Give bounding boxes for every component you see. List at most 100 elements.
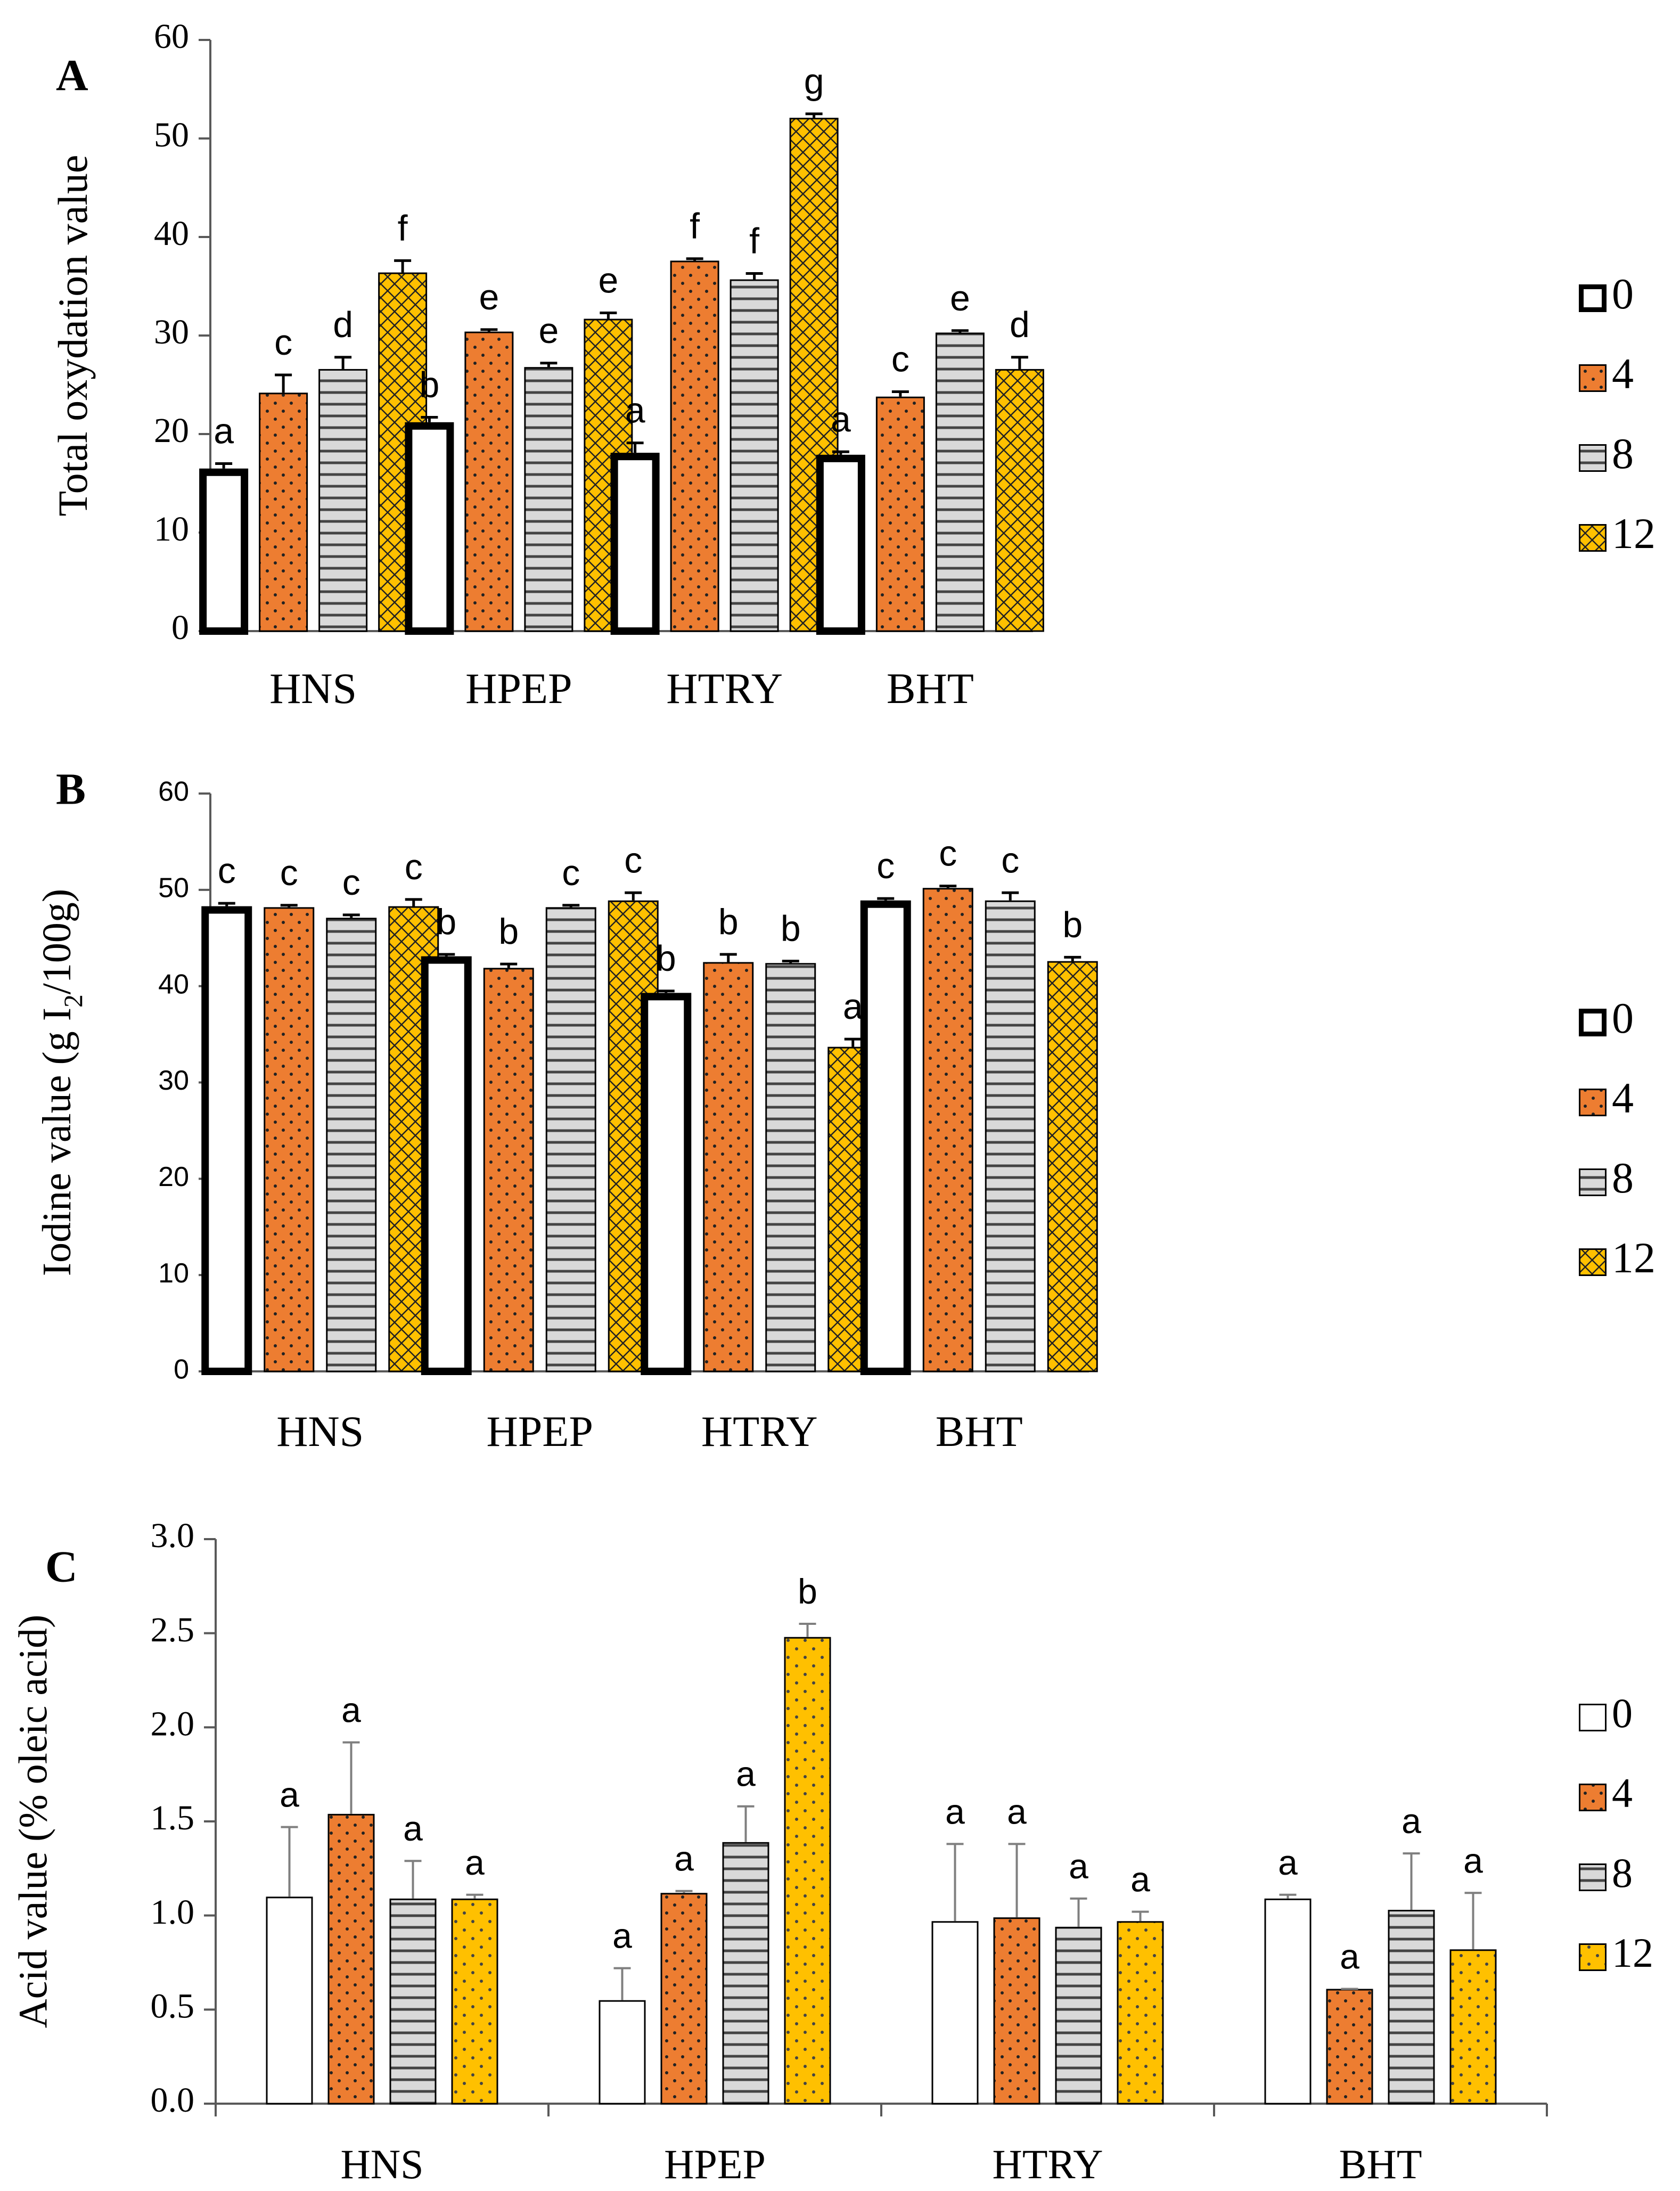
bar-htry-0 bbox=[931, 1921, 979, 2105]
significance-letter: a bbox=[736, 1754, 756, 1794]
y-tick-label: 20 bbox=[158, 1162, 189, 1192]
bar-hpep-8 bbox=[545, 907, 596, 1372]
bar-bht-12 bbox=[1047, 961, 1098, 1372]
bar-hns-8 bbox=[318, 369, 368, 632]
significance-letter: a bbox=[831, 399, 851, 439]
significance-letter: c bbox=[939, 833, 957, 874]
significance-letter: a bbox=[674, 1839, 694, 1878]
significance-letter: a bbox=[1007, 1792, 1027, 1831]
category-label-bht: BHT bbox=[936, 1407, 1023, 1456]
legend-label-4: 4 bbox=[1612, 1770, 1633, 1816]
bar-hns-0 bbox=[201, 906, 252, 1375]
legend-swatch-0 bbox=[1579, 284, 1607, 312]
bar-hpep-0 bbox=[599, 2000, 646, 2105]
bar-htry-4 bbox=[993, 1917, 1040, 2105]
legend-swatch-0 bbox=[1579, 1704, 1607, 1731]
bar-hns-12 bbox=[451, 1898, 498, 2105]
bar-hpep-4 bbox=[660, 1893, 708, 2105]
significance-letter: e bbox=[538, 310, 559, 351]
legend-swatch-12 bbox=[1579, 1943, 1607, 1971]
category-label-hns: HNS bbox=[276, 1407, 364, 1456]
y-tick-label: 2.5 bbox=[151, 1610, 195, 1649]
legend-swatch-0 bbox=[1579, 1009, 1607, 1036]
bar-hns-8 bbox=[326, 918, 377, 1372]
legend-label-12: 12 bbox=[1612, 1930, 1653, 1976]
significance-letter: a bbox=[1340, 1936, 1359, 1976]
legend-label-12: 12 bbox=[1612, 509, 1656, 558]
category-label-hns: HNS bbox=[340, 2141, 423, 2187]
significance-letter: a bbox=[403, 1809, 423, 1848]
y-tick-label: 1.0 bbox=[151, 1893, 195, 1932]
significance-letter: d bbox=[333, 305, 353, 345]
y-tick-label: 10 bbox=[154, 510, 189, 549]
y-tick-label: 0.5 bbox=[151, 1986, 195, 2025]
bar-hns-0 bbox=[266, 1896, 313, 2105]
significance-letter: a bbox=[843, 986, 863, 1027]
significance-letter: g bbox=[804, 61, 824, 102]
significance-letter: a bbox=[1130, 1860, 1150, 1899]
bar-bht-12 bbox=[995, 369, 1044, 632]
legend-swatch-4 bbox=[1579, 1089, 1607, 1116]
panel-label: A bbox=[56, 51, 88, 100]
significance-letter: a bbox=[612, 1916, 632, 1956]
bar-htry-4 bbox=[670, 260, 719, 632]
legend-swatch-12 bbox=[1579, 1248, 1607, 1276]
y-tick-label: 0 bbox=[171, 608, 189, 647]
y-tick-label: 30 bbox=[154, 313, 189, 351]
bar-bht-0 bbox=[1264, 1898, 1312, 2105]
y-tick-label: 0.0 bbox=[151, 2081, 195, 2120]
significance-letter: c bbox=[562, 853, 580, 893]
legend-label-4: 4 bbox=[1612, 349, 1634, 398]
category-label-hns: HNS bbox=[269, 664, 357, 713]
category-label-bht: BHT bbox=[887, 664, 974, 713]
significance-letter: b bbox=[656, 938, 676, 979]
legend-label-4: 4 bbox=[1612, 1074, 1634, 1122]
significance-letter: a bbox=[280, 1775, 299, 1814]
y-tick-label: 40 bbox=[154, 214, 189, 253]
y-tick-label: 0 bbox=[174, 1354, 189, 1385]
significance-letter: a bbox=[1278, 1843, 1298, 1882]
legend-label-12: 12 bbox=[1612, 1233, 1656, 1282]
significance-letter: a bbox=[465, 1843, 485, 1882]
significance-letter: b bbox=[718, 902, 739, 942]
bar-bht-12 bbox=[1449, 1949, 1497, 2105]
legend-swatch-12 bbox=[1579, 524, 1607, 552]
category-label-htry: HTRY bbox=[992, 2141, 1103, 2187]
legend-label-8: 8 bbox=[1612, 1154, 1634, 1202]
bar-htry-0 bbox=[610, 453, 660, 635]
y-tick-label: 1.5 bbox=[151, 1798, 195, 1837]
bar-bht-8 bbox=[985, 900, 1036, 1372]
bar-hns-0 bbox=[199, 468, 249, 635]
y-tick-label: 50 bbox=[154, 116, 189, 154]
legend-swatch-8 bbox=[1579, 1863, 1607, 1891]
significance-letter: a bbox=[625, 390, 645, 431]
category-label-htry: HTRY bbox=[701, 1407, 818, 1456]
panel-label: B bbox=[56, 764, 86, 814]
significance-letter: e bbox=[598, 260, 618, 300]
bar-bht-0 bbox=[860, 900, 911, 1375]
legend-swatch-8 bbox=[1579, 1168, 1607, 1196]
category-label-hpep: HPEP bbox=[465, 664, 572, 713]
significance-letter: a bbox=[1463, 1841, 1483, 1880]
y-tick-label: 30 bbox=[158, 1065, 189, 1096]
significance-letter: b bbox=[498, 911, 519, 952]
bar-hpep-4 bbox=[483, 968, 534, 1372]
significance-letter: c bbox=[274, 322, 292, 363]
bar-hpep-4 bbox=[464, 331, 514, 632]
bar-htry-0 bbox=[641, 993, 692, 1375]
legend-label-0: 0 bbox=[1612, 269, 1634, 318]
legend-label-0: 0 bbox=[1612, 1690, 1633, 1736]
significance-letter: c bbox=[1001, 840, 1019, 880]
y-axis-label: Total oxydation value bbox=[50, 154, 96, 516]
bar-bht-8 bbox=[1388, 1910, 1435, 2105]
bar-bht-4 bbox=[875, 396, 925, 632]
significance-letter: c bbox=[891, 339, 909, 379]
significance-letter: f bbox=[749, 220, 759, 261]
significance-letter: a bbox=[341, 1690, 361, 1730]
legend-swatch-8 bbox=[1579, 444, 1607, 472]
bar-hpep-0 bbox=[421, 956, 472, 1375]
significance-letter: f bbox=[690, 206, 700, 247]
chart-c-acid-value: C 0.0 0.5 1.0 1.5 2.0 2.5 3.0 Acid value (% olei… bbox=[11, 1516, 1653, 2187]
